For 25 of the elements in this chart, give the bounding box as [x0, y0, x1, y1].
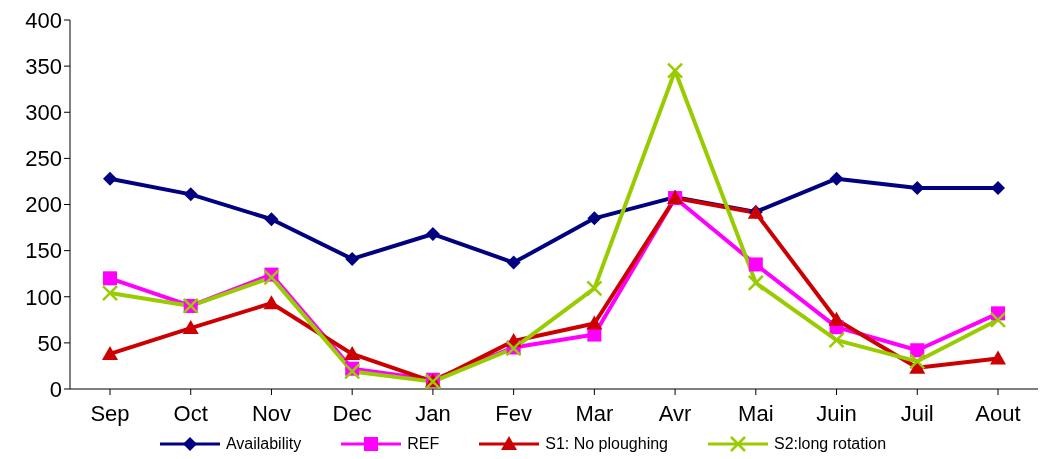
x-tick-label: Dec — [332, 400, 372, 426]
legend-label: REF — [406, 435, 440, 453]
x-tick-label: Aout — [975, 400, 1021, 426]
x-tick-label: Jan — [415, 400, 451, 426]
y-tick-label: 400 — [25, 7, 62, 33]
x-tick-label: Mai — [738, 400, 774, 426]
legend-label: S1: No ploughing — [544, 435, 668, 453]
x-tick-label: Juin — [816, 400, 857, 426]
x-tick-label: Sep — [90, 400, 130, 426]
y-tick-label: 150 — [25, 238, 62, 264]
x-tick-label: Juil — [900, 400, 934, 426]
y-tick-label: 300 — [25, 100, 62, 126]
x-tick-label: Oct — [173, 400, 208, 426]
y-tick-label: 350 — [25, 53, 62, 79]
x-tick-label: Avr — [658, 400, 692, 426]
x-tick-label: Mar — [575, 400, 614, 426]
legend-label: Availability — [224, 435, 302, 453]
x-tick-label: Fev — [495, 400, 532, 426]
y-tick-label: 0 — [49, 376, 62, 402]
y-tick-label: 100 — [25, 284, 62, 310]
legend-label: S2:long rotation — [773, 435, 887, 453]
y-tick-label: 50 — [37, 330, 62, 356]
y-tick-label: 250 — [25, 146, 62, 172]
y-tick-label: 200 — [25, 192, 62, 218]
x-tick-label: Nov — [251, 400, 292, 426]
